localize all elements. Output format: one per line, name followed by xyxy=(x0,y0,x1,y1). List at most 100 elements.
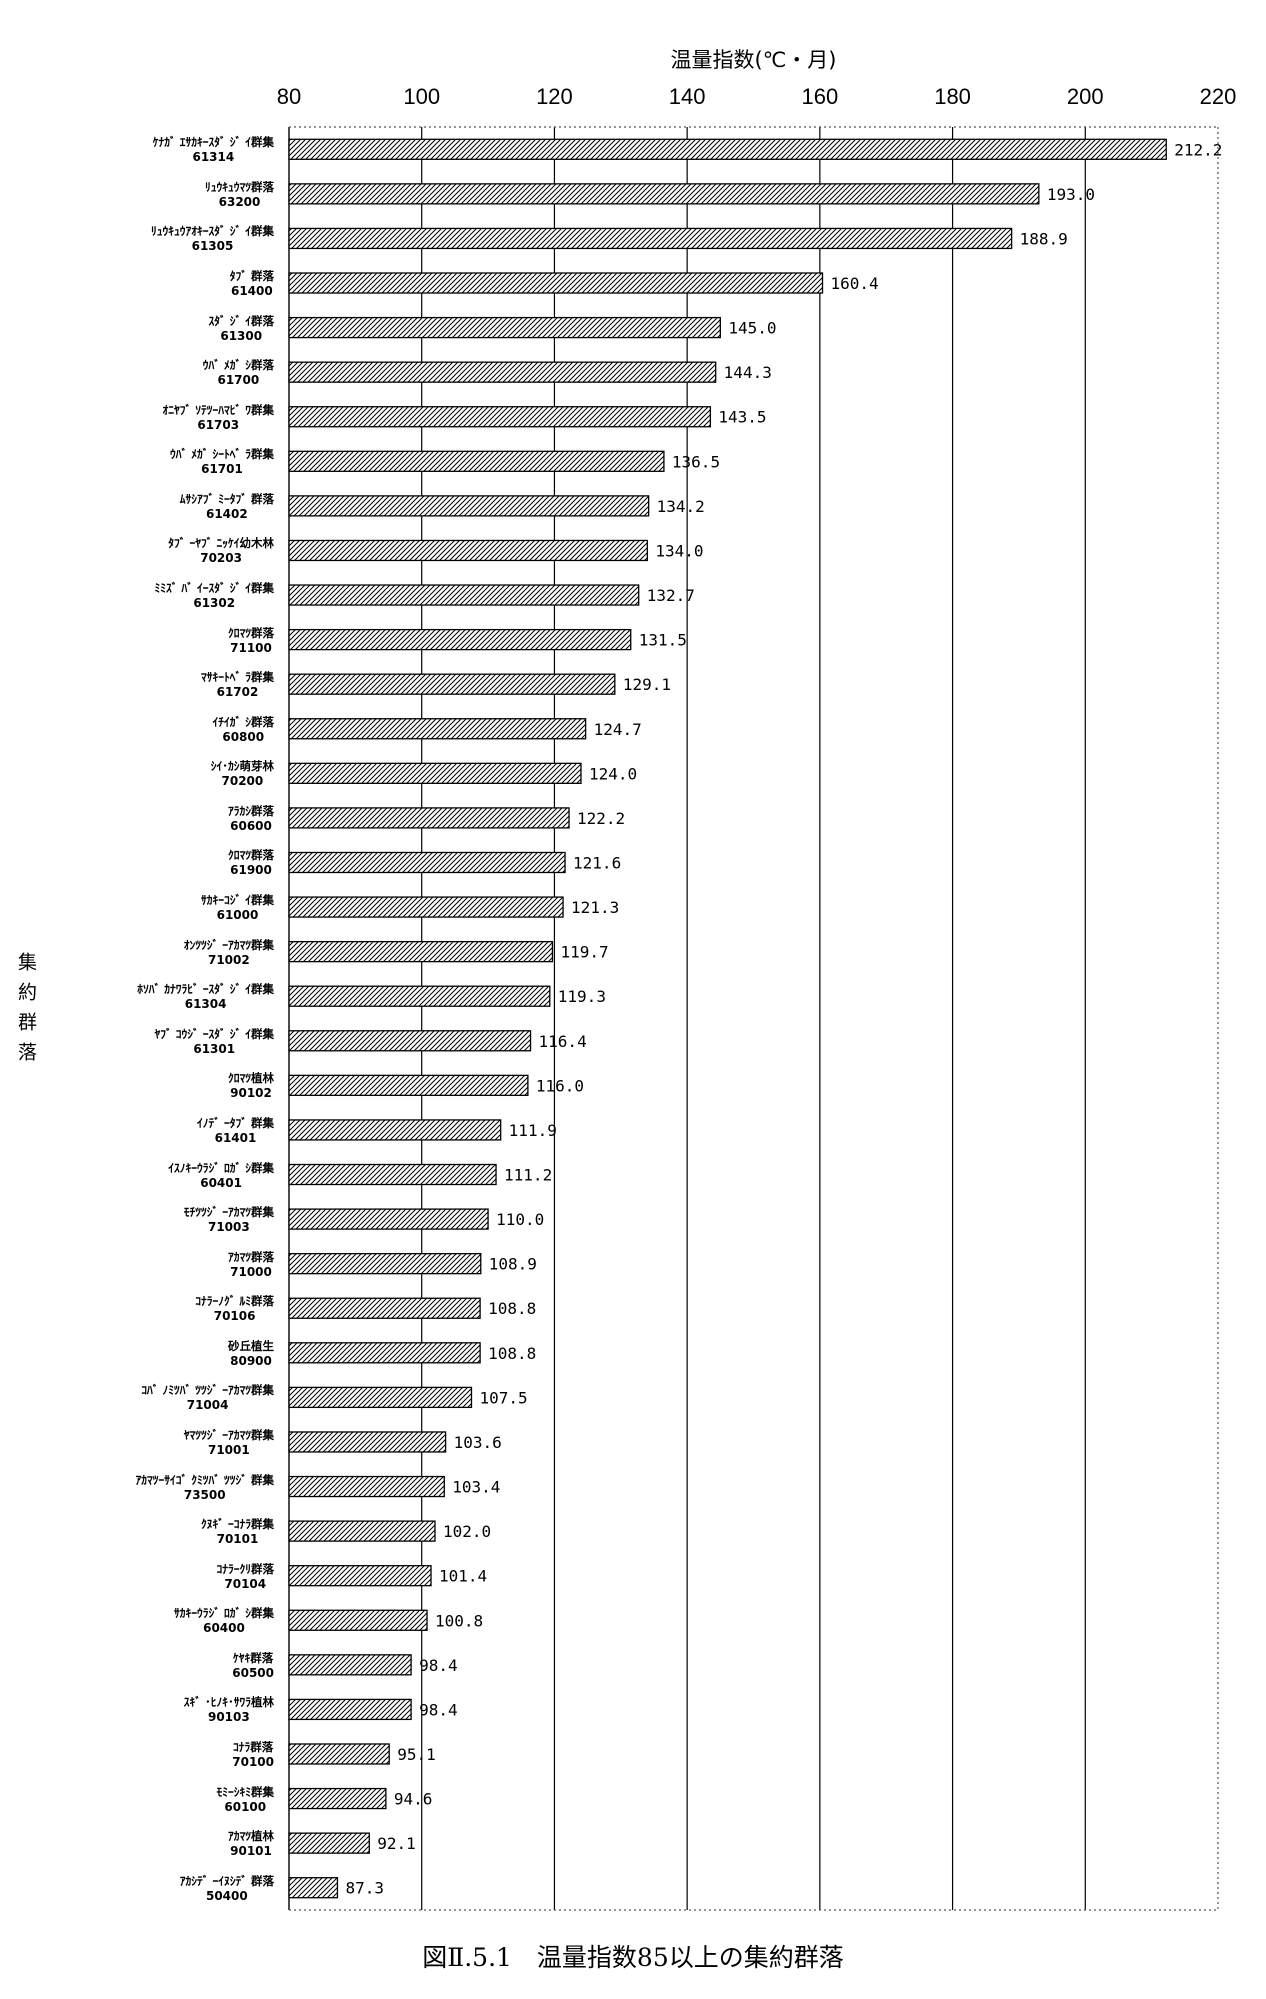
bar-value-label: 188.9 xyxy=(1020,229,1068,248)
bar xyxy=(288,807,570,829)
bar xyxy=(288,1609,428,1631)
category-name: ｺﾅﾗ群落 xyxy=(233,1739,274,1754)
x-tick-label: 220 xyxy=(1200,84,1237,109)
category-name: ﾎｿﾊﾞ ｶﾅﾜﾗﾋﾞ ｰｽﾀﾞ ｼﾞ ｲ群集 xyxy=(137,982,274,997)
bar xyxy=(288,1877,339,1899)
category-label: ｽﾀﾞ ｼﾞ ｲ群落 61300 xyxy=(208,314,274,344)
bar-value-label: 108.8 xyxy=(488,1344,536,1363)
category-code: 61304 xyxy=(184,997,227,1012)
category-label: 砂丘植生 80900 xyxy=(228,1339,274,1369)
category-name: ｼｲ･ｶｼ萌芽林 xyxy=(210,759,274,774)
category-label: ﾘｭｳｷｭｳﾏﾂ群落 63200 xyxy=(205,180,274,210)
category-code: 61000 xyxy=(216,908,259,923)
category-label: ｵﾆﾔﾌﾞ ｿﾃﾂｰﾊﾏﾋﾞ ﾜ群集 61703 xyxy=(162,403,274,433)
bar xyxy=(288,539,648,562)
category-name: ﾏｻｷｰﾄﾍﾞ ﾗ群集 xyxy=(200,670,274,685)
bar-value-label: 121.6 xyxy=(573,853,621,872)
category-code: 90101 xyxy=(230,1844,272,1859)
bar xyxy=(288,1698,412,1721)
category-label: ﾎｿﾊﾞ ｶﾅﾜﾗﾋﾞ ｰｽﾀﾞ ｼﾞ ｲ群集 61304 xyxy=(137,982,274,1012)
category-name: ｻｶｷｰｺｼﾞ ｲ群集 xyxy=(200,893,274,908)
category-code: 61314 xyxy=(192,150,235,165)
bar-value-label: 111.9 xyxy=(509,1121,557,1140)
category-name: ｱｶﾏﾂｰｻｲｺﾞ ｸﾐﾂﾊﾞ ﾂﾂｼﾞ 群集 xyxy=(135,1472,274,1487)
chart-text: 80 100 120 140 160 180 200 220 212.2 193.0 188.9 16… xyxy=(277,84,1237,1898)
category-label: ﾔﾌﾞ ｺｳｼﾞ ｰｽﾀﾞ ｼﾞ ｲ群集 61301 xyxy=(154,1027,274,1057)
bar-value-label: 132.7 xyxy=(647,586,695,605)
category-code: 60500 xyxy=(232,1665,274,1680)
x-tick-label: 120 xyxy=(536,84,573,109)
x-tick-label: 160 xyxy=(801,84,838,109)
bar-value-label: 144.3 xyxy=(724,363,772,382)
category-code: 50400 xyxy=(205,1888,248,1903)
category-code: 61305 xyxy=(191,239,234,254)
category-name: ｵﾝﾂﾂｼﾞ ｰｱｶﾏﾂ群集 xyxy=(183,937,274,952)
bar xyxy=(288,940,554,963)
category-name: ｱｶｼﾃﾞ ｰｲﾇｼﾃﾞ 群落 xyxy=(179,1873,274,1888)
bar xyxy=(288,450,665,472)
bar xyxy=(288,227,1013,250)
bar-value-label: 111.2 xyxy=(504,1166,552,1185)
category-label: ｱｶﾏﾂｰｻｲｺﾞ ｸﾐﾂﾊﾞ ﾂﾂｼﾞ 群集 73500 xyxy=(135,1473,274,1503)
category-code: 70100 xyxy=(232,1754,274,1769)
category-name: ｺﾅﾗｰｸﾘ群落 xyxy=(216,1561,275,1576)
bar-value-label: 119.7 xyxy=(560,943,608,962)
category-name: ｱﾗｶｼ群落 xyxy=(228,803,274,818)
bar xyxy=(288,1297,481,1319)
category-name: ｳﾊﾞ ﾒｶﾞ ｼｰﾄﾍﾞ ﾗ群集 xyxy=(169,447,274,462)
bar xyxy=(288,183,1040,205)
category-code: 61300 xyxy=(220,328,263,343)
category-label: ｹﾔｷ群落 60500 xyxy=(232,1651,274,1681)
category-name: ﾑｻｼｱﾌﾞ ﾐｰﾀﾌﾞ 群落 xyxy=(179,491,274,506)
category-label: ﾓﾐｰｼｷﾐ群集 60100 xyxy=(217,1785,275,1815)
bar-value-label: 160.4 xyxy=(831,274,879,293)
category-label: ｲｽﾉｷｰｳﾗｼﾞ ﾛｶﾞ ｼ群集 60401 xyxy=(168,1161,274,1191)
category-name: ﾔﾏﾂﾂｼﾞ ｰｱｶﾏﾂ群集 xyxy=(183,1427,274,1442)
category-code: 73500 xyxy=(183,1487,226,1502)
bar-value-label: 108.8 xyxy=(488,1299,536,1318)
bar-value-label: 129.1 xyxy=(623,675,671,694)
category-label: ｲﾉﾃﾞ ｰﾀﾌﾞ 群集 61401 xyxy=(197,1116,274,1146)
category-name: ｺﾊﾞ ﾉﾐﾂﾊﾞ ﾂﾂｼﾞ ｰｱｶﾏﾂ群集 xyxy=(141,1383,274,1398)
category-label: ｵﾝﾂﾂｼﾞ ｰｱｶﾏﾂ群集 71002 xyxy=(184,938,274,968)
category-name: ﾘｭｳｷｭｳｱｵｷｰｽﾀﾞ ｼﾞ ｲ群集 xyxy=(150,224,274,239)
category-name: ｽﾀﾞ ｼﾞ ｲ群落 xyxy=(208,313,274,328)
x-tick-label: 140 xyxy=(669,84,706,109)
bar xyxy=(288,1342,481,1364)
category-name: ﾔﾌﾞ ｺｳｼﾞ ｰｽﾀﾞ ｼﾞ ｲ群集 xyxy=(154,1026,274,1041)
bar-value-label: 193.0 xyxy=(1047,185,1095,204)
bar-value-label: 103.6 xyxy=(454,1433,502,1452)
bar xyxy=(288,361,717,383)
category-name: ｲﾁｲｶﾞ ｼ群落 xyxy=(212,714,274,729)
category-label: ｺﾅﾗｰﾉｸﾞ ﾙﾐ群落 70106 xyxy=(195,1294,274,1324)
category-name: ｸﾇｷﾞ ｰｺﾅﾗ群集 xyxy=(200,1517,274,1532)
bar xyxy=(288,495,650,517)
bar xyxy=(288,1787,387,1810)
bar xyxy=(288,1253,482,1275)
x-tick-label: 100 xyxy=(403,84,440,109)
category-code: 71004 xyxy=(186,1398,229,1413)
category-code: 71001 xyxy=(207,1442,250,1457)
category-name: ｱｶﾏﾂ群落 xyxy=(228,1249,274,1264)
bar xyxy=(288,1832,370,1854)
category-code: 61900 xyxy=(230,863,272,878)
category-code: 90103 xyxy=(207,1710,250,1725)
bar-value-label: 103.4 xyxy=(452,1478,500,1497)
x-tick-label: 200 xyxy=(1067,84,1104,109)
category-code: 61301 xyxy=(193,1041,236,1056)
bar xyxy=(288,628,632,651)
bar-value-label: 134.2 xyxy=(657,497,705,516)
category-code: 61402 xyxy=(205,506,248,521)
category-code: 70101 xyxy=(216,1532,259,1547)
bar xyxy=(288,1743,390,1765)
plot-frame xyxy=(288,126,1219,1911)
bar-value-label: 145.0 xyxy=(728,319,776,338)
category-name: ｽｷﾞ ･ﾋﾉｷ･ｻﾜﾗ植林 xyxy=(183,1695,274,1710)
bar xyxy=(288,1565,432,1587)
x-tick-label: 80 xyxy=(277,84,301,109)
category-code: 60401 xyxy=(200,1175,242,1190)
bar xyxy=(288,985,551,1007)
bar-value-label: 108.9 xyxy=(489,1255,537,1274)
category-label: ﾀﾌﾞ 群落 61400 xyxy=(230,269,274,299)
category-name: ｳﾊﾞ ﾒｶﾞ ｼ群落 xyxy=(202,358,274,373)
